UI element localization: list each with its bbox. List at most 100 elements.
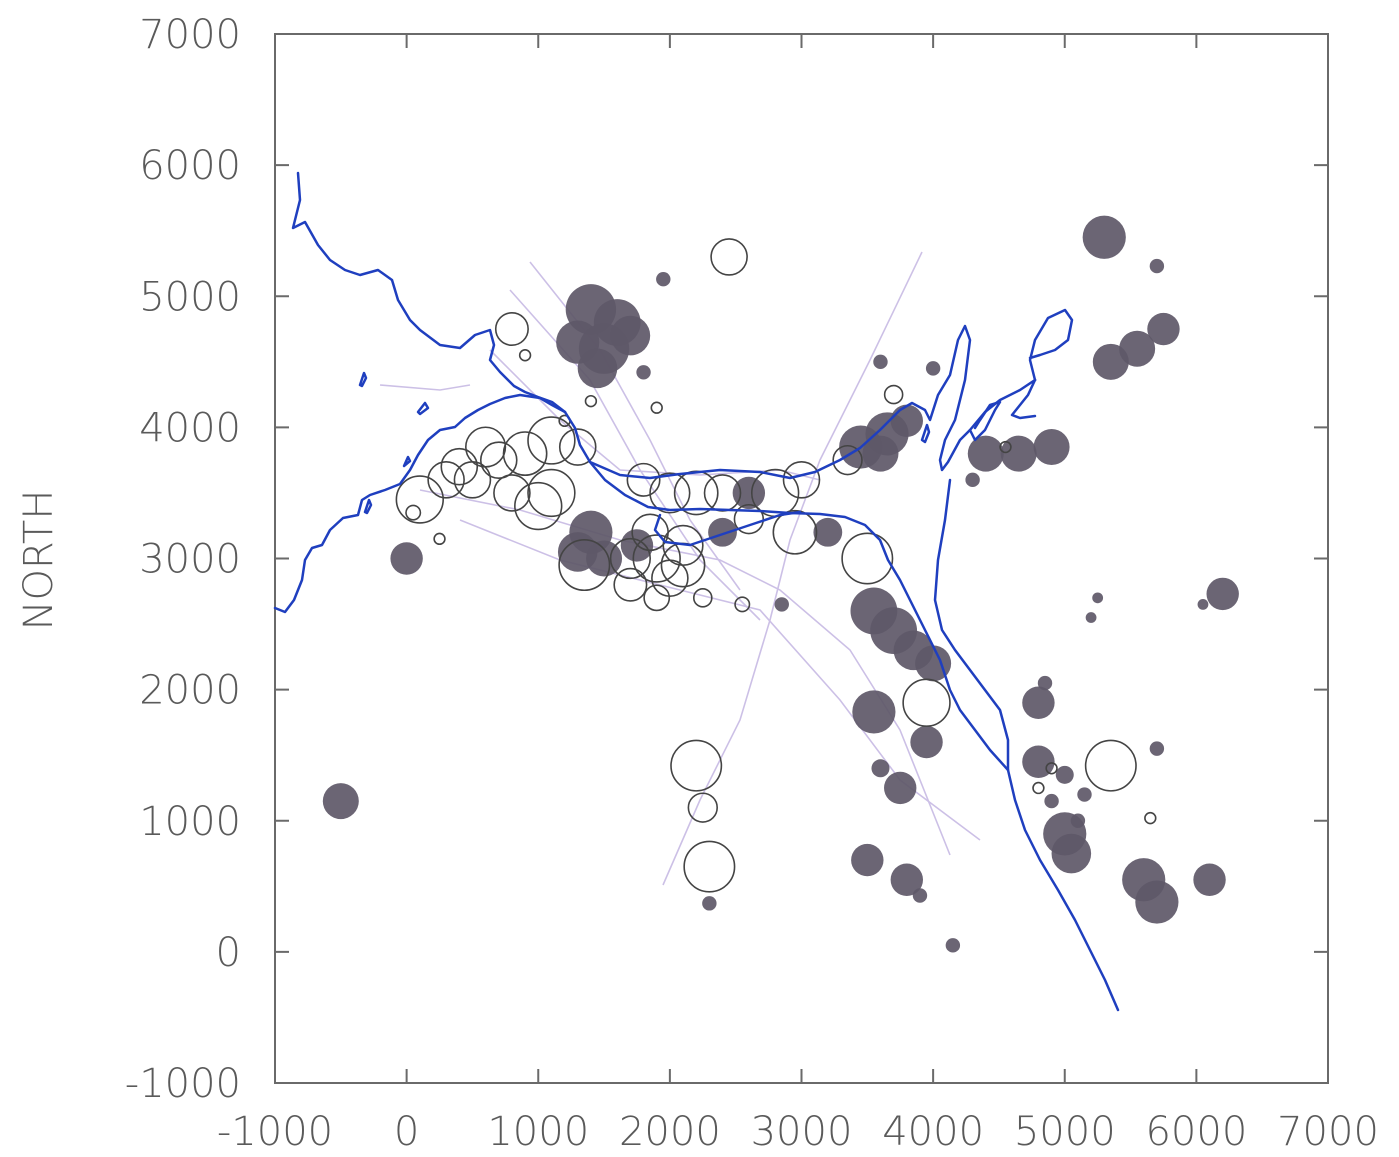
filled-marker bbox=[1022, 686, 1055, 719]
filled-marker bbox=[813, 517, 843, 547]
open-marker bbox=[832, 444, 863, 476]
filled-marker bbox=[884, 771, 917, 805]
open-marker bbox=[650, 401, 663, 414]
open-marker bbox=[733, 503, 765, 535]
open-marker bbox=[999, 440, 1012, 454]
filled-marker bbox=[1149, 741, 1165, 756]
open-marker bbox=[1045, 762, 1058, 775]
filled-marker bbox=[1135, 880, 1179, 924]
filled-marker bbox=[871, 759, 890, 778]
filled-marker bbox=[1082, 215, 1126, 259]
open-marker bbox=[643, 584, 671, 612]
filled-marker bbox=[322, 783, 359, 820]
filled-marker bbox=[610, 315, 651, 356]
filled-marker bbox=[1147, 312, 1180, 346]
x-tick-label: 5000 bbox=[1014, 1109, 1116, 1155]
x-tick-label: 7000 bbox=[1277, 1109, 1379, 1155]
y-tick-label: 7000 bbox=[139, 12, 241, 58]
filled-marker bbox=[1033, 429, 1070, 466]
open-marker bbox=[687, 792, 718, 823]
filled-marker bbox=[774, 597, 789, 612]
filled-marker bbox=[1051, 833, 1092, 874]
open-marker bbox=[479, 441, 518, 479]
filled-marker bbox=[1193, 863, 1226, 896]
filled-marker bbox=[925, 361, 941, 376]
filled-marker bbox=[1037, 675, 1053, 691]
filled-marker bbox=[656, 272, 671, 287]
open-marker bbox=[692, 588, 713, 608]
y-tick-label: 5000 bbox=[139, 274, 241, 320]
filled-marker bbox=[890, 863, 923, 896]
y-tick-label: 4000 bbox=[139, 405, 241, 451]
river-lines bbox=[273, 171, 1120, 1012]
filled-marker bbox=[1206, 577, 1239, 611]
filled-marker bbox=[862, 435, 899, 472]
open-marker bbox=[1032, 781, 1045, 795]
filled-marker bbox=[708, 517, 737, 547]
x-tick-label: 4000 bbox=[882, 1109, 984, 1155]
open-marker bbox=[427, 461, 465, 499]
data-markers bbox=[322, 215, 1239, 953]
filled-marker bbox=[1077, 787, 1092, 802]
open-marker bbox=[626, 462, 661, 497]
open-marker bbox=[433, 532, 446, 546]
filled-marker bbox=[945, 938, 961, 953]
open-marker bbox=[609, 537, 651, 580]
y-tick-label: 6000 bbox=[139, 143, 241, 189]
open-marker bbox=[584, 394, 598, 408]
filled-marker bbox=[702, 896, 717, 911]
filled-marker bbox=[1149, 258, 1165, 274]
open-marker bbox=[527, 416, 576, 465]
open-marker bbox=[502, 431, 548, 477]
open-marker bbox=[1084, 739, 1137, 792]
open-marker bbox=[710, 238, 748, 276]
x-tick-label: 3000 bbox=[751, 1109, 853, 1155]
filled-marker bbox=[965, 472, 980, 488]
y-tick-label: 0 bbox=[216, 930, 241, 976]
open-marker bbox=[440, 447, 479, 486]
open-marker bbox=[631, 513, 669, 552]
open-marker bbox=[841, 532, 894, 585]
x-tick-label: -1000 bbox=[217, 1109, 333, 1155]
filled-marker bbox=[636, 365, 651, 380]
x-tick-label: 1000 bbox=[487, 1109, 589, 1155]
plot-frame bbox=[274, 33, 1329, 1084]
filled-marker bbox=[732, 476, 766, 510]
filled-marker bbox=[586, 540, 623, 577]
y-tick-label: 2000 bbox=[139, 668, 241, 714]
open-marker bbox=[772, 509, 818, 555]
open-marker bbox=[395, 475, 444, 524]
open-marker bbox=[453, 461, 492, 499]
x-tick-label: 2000 bbox=[619, 1109, 721, 1155]
filled-marker bbox=[1044, 793, 1059, 809]
y-tick-label: -1000 bbox=[125, 1061, 241, 1107]
filled-marker bbox=[1092, 592, 1104, 604]
filled-marker bbox=[915, 645, 952, 682]
open-marker bbox=[649, 472, 691, 514]
y-axis-title: NORTH bbox=[16, 490, 62, 631]
filled-marker bbox=[1197, 598, 1209, 610]
filled-marker bbox=[1055, 765, 1074, 784]
open-marker bbox=[514, 481, 563, 531]
open-marker bbox=[493, 474, 531, 512]
x-tick-label: 0 bbox=[394, 1109, 419, 1155]
filled-marker bbox=[912, 888, 928, 903]
open-marker bbox=[883, 384, 904, 405]
open-marker bbox=[558, 539, 611, 592]
open-marker bbox=[405, 504, 422, 521]
filled-marker bbox=[1085, 612, 1097, 623]
open-marker bbox=[1144, 811, 1157, 825]
y-tick-label: 1000 bbox=[139, 799, 241, 845]
open-marker bbox=[632, 534, 681, 583]
axes: -1000 0 1000 2000 3000 4000 5000 6000 7000 -1000 0… bbox=[125, 12, 1379, 1155]
open-marker bbox=[494, 312, 529, 347]
open-marker bbox=[902, 678, 951, 727]
filled-marker bbox=[1119, 330, 1156, 367]
open-marker bbox=[558, 428, 597, 466]
open-marker bbox=[527, 468, 576, 518]
open-marker bbox=[683, 840, 736, 893]
y-tick-label: 3000 bbox=[139, 537, 241, 583]
x-tick-label: 6000 bbox=[1145, 1109, 1247, 1155]
filled-marker bbox=[852, 690, 896, 734]
filled-marker bbox=[577, 348, 618, 389]
